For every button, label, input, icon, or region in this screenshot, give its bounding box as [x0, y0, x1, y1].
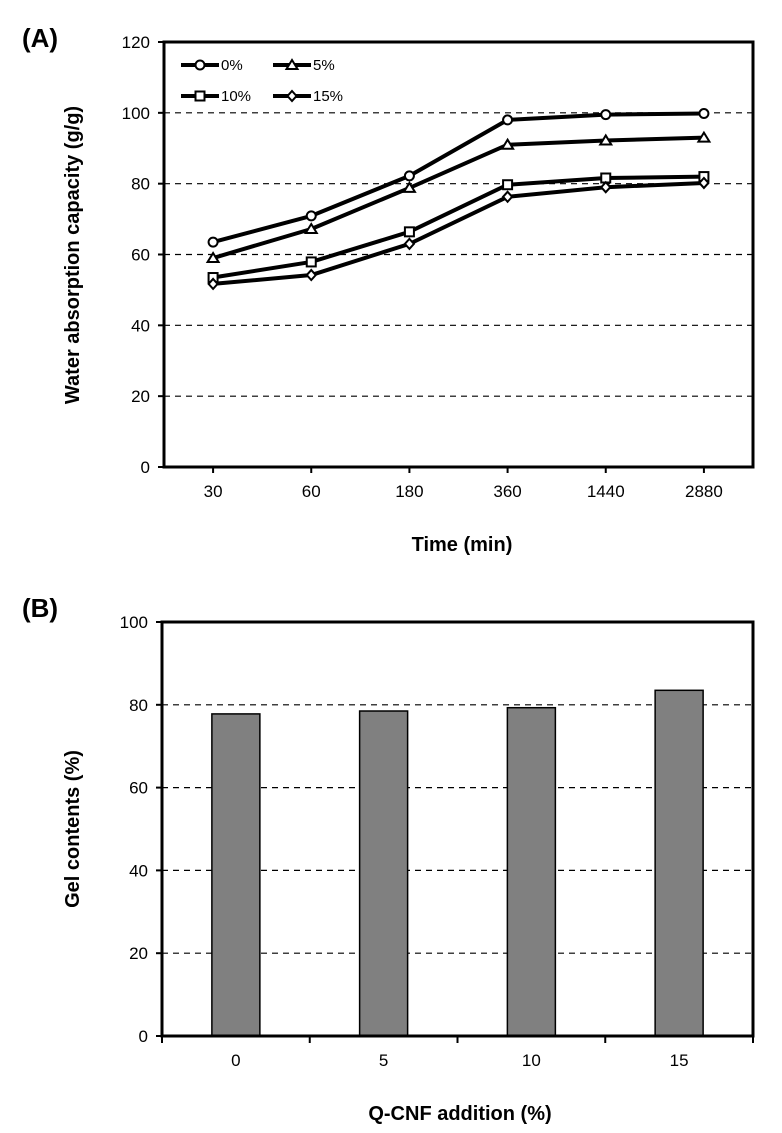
- data-point-15pct-2880: [698, 176, 710, 190]
- legend: 0% 5% 10% 15%: [181, 57, 343, 105]
- data-point-10pct-360: [502, 179, 514, 191]
- data-point-5pct-2880: [696, 130, 712, 143]
- series-5pct: [205, 130, 712, 264]
- legend-item-5pct: 5%: [273, 57, 335, 74]
- x-tick-label: 30: [204, 482, 223, 501]
- legend-item-15pct: 15%: [273, 88, 343, 105]
- data-point-0pct-180: [403, 170, 415, 182]
- data-point-5pct-360: [500, 137, 515, 150]
- bar-10: [506, 706, 557, 1037]
- y-tick-label: 120: [122, 33, 150, 52]
- data-point-15pct-360: [501, 190, 514, 204]
- y-tick-label: 80: [131, 175, 150, 194]
- y-tick-label: 40: [131, 316, 150, 335]
- chart-b-gel-contents: (B) 0 20 40 60 80 100 0 5 10 15 Q-CNF addition (…: [22, 593, 755, 1125]
- x-tick-labels: 0 5 10 15: [231, 1051, 688, 1070]
- legend-marker-triangle-icon: [284, 58, 300, 70]
- y-tick-labels: 0 20 40 60 80 100 120: [122, 33, 150, 477]
- y-axis-title: Water absorption capacity (g/g): [62, 106, 84, 404]
- bar-15: [654, 689, 704, 1037]
- x-tick-label: 2880: [685, 482, 723, 501]
- data-point-0pct-360: [502, 114, 514, 126]
- x-tick-labels: 30 60 180 360 1440 2880: [204, 482, 723, 501]
- legend-label: 15%: [313, 88, 343, 105]
- y-tick-label: 20: [129, 944, 148, 963]
- x-tick-label: 360: [493, 482, 521, 501]
- series-10pct: [207, 171, 710, 284]
- data-point-15pct-60: [305, 268, 318, 282]
- panel-label-a: (A): [22, 23, 58, 53]
- data-point-15pct-1440: [599, 180, 612, 194]
- data-point-15pct-180: [403, 237, 416, 251]
- series-group: [205, 108, 712, 291]
- y-tick-labels: 0 20 40 60 80 100: [120, 613, 148, 1046]
- x-tick-label: 1440: [587, 482, 625, 501]
- y-tick-label: 100: [122, 104, 150, 123]
- x-tick-label: 10: [522, 1051, 541, 1070]
- x-tick-label: 0: [231, 1051, 240, 1070]
- series-line-0pct: [212, 111, 704, 245]
- data-point-0pct-2880: [698, 108, 710, 120]
- y-tick-label: 20: [131, 387, 150, 406]
- x-tick-label: 180: [395, 482, 423, 501]
- x-tick-label: 60: [302, 482, 321, 501]
- chart-a-water-absorption: (A) 0 20 40 60 80 100 120 30 60 180 360 1440 2880 0…: [22, 23, 755, 556]
- legend-label: 5%: [313, 57, 335, 74]
- y-axis-title: Gel contents (%): [62, 750, 84, 908]
- legend-marker-circle-icon: [194, 59, 206, 71]
- legend-marker-square-icon: [194, 90, 206, 102]
- y-tick-label: 60: [131, 246, 150, 265]
- series-15pct: [207, 176, 710, 291]
- y-tick-label: 60: [129, 779, 148, 798]
- y-tick-label: 100: [120, 613, 148, 632]
- legend-label: 10%: [221, 88, 251, 105]
- series-line-15pct: [212, 180, 705, 286]
- series-line-10pct: [212, 174, 704, 280]
- data-point-5pct-1440: [598, 133, 614, 146]
- y-tick-label: 0: [141, 458, 150, 477]
- data-point-5pct-180: [402, 180, 417, 193]
- bars: [211, 689, 704, 1037]
- legend-item-0pct: 0%: [181, 57, 243, 74]
- data-point-0pct-60: [305, 210, 317, 222]
- series-0pct: [207, 108, 710, 248]
- bar-0: [211, 713, 261, 1037]
- axes: [158, 40, 755, 473]
- grid-lines: [164, 112, 753, 397]
- legend-label: 0%: [221, 57, 243, 74]
- y-tick-label: 40: [129, 861, 148, 880]
- legend-item-10pct: 10%: [181, 88, 251, 105]
- x-axis-title: Time (min): [412, 534, 513, 556]
- x-axis-title: Q-CNF addition (%): [368, 1103, 551, 1125]
- x-tick-label: 5: [379, 1051, 388, 1070]
- bar-5: [358, 710, 409, 1037]
- y-tick-label: 0: [139, 1027, 148, 1046]
- data-point-10pct-180: [403, 226, 415, 238]
- data-point-5pct-60: [303, 222, 319, 234]
- data-point-15pct-30: [207, 277, 219, 291]
- x-tick-label: 15: [670, 1051, 689, 1070]
- data-point-0pct-1440: [600, 109, 612, 121]
- legend-marker-diamond-icon: [286, 89, 298, 103]
- data-point-0pct-30: [207, 236, 219, 248]
- panel-label-b: (B): [22, 593, 58, 623]
- y-tick-label: 80: [129, 696, 148, 715]
- series-line-5pct: [212, 135, 704, 260]
- data-point-10pct-60: [305, 256, 317, 268]
- data-point-5pct-30: [205, 251, 221, 264]
- axes: [156, 620, 755, 1043]
